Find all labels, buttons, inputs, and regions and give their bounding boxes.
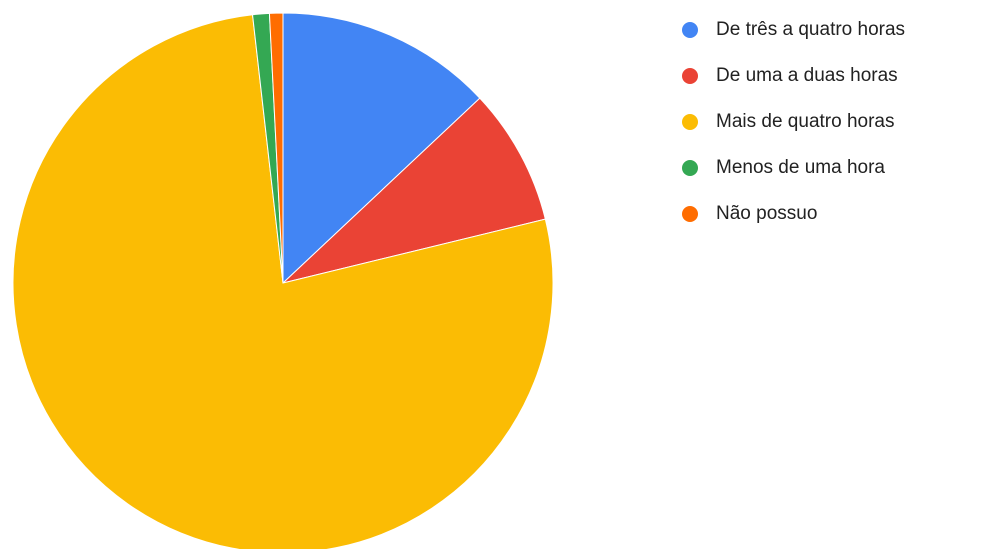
pie-slice-de-uma-a-duas-horas [281,97,546,284]
legend-swatch-icon [682,114,698,130]
legend-swatch-icon [682,206,698,222]
legend-label: De três a quatro horas [716,19,906,40]
pie-slice-nao-possuo [268,12,284,284]
legend-item-de-tres-a-quatro-horas: De três a quatro horas [682,13,905,47]
legend-item-de-uma-a-duas-horas: De uma a duas horas [682,59,905,93]
pie-slice-de-tres-a-quatro-horas [282,12,481,285]
legend-item-menos-de-uma-hora: Menos de uma hora [682,151,905,185]
legend-swatch-icon [682,68,698,84]
legend: De três a quatro horas De uma a duas hora… [682,13,905,243]
legend-label: Não possuo [716,203,818,224]
legend-swatch-icon [682,160,698,176]
legend-item-mais-de-quatro-horas: Mais de quatro horas [682,105,905,139]
legend-item-nao-possuo: Não possuo [682,197,905,231]
legend-swatch-icon [682,22,698,38]
legend-label: Mais de quatro horas [716,111,895,132]
legend-label: De uma a duas horas [716,65,898,86]
legend-label: Menos de uma hora [716,157,885,178]
pie-slice-mais-de-quatro-horas [12,14,554,549]
